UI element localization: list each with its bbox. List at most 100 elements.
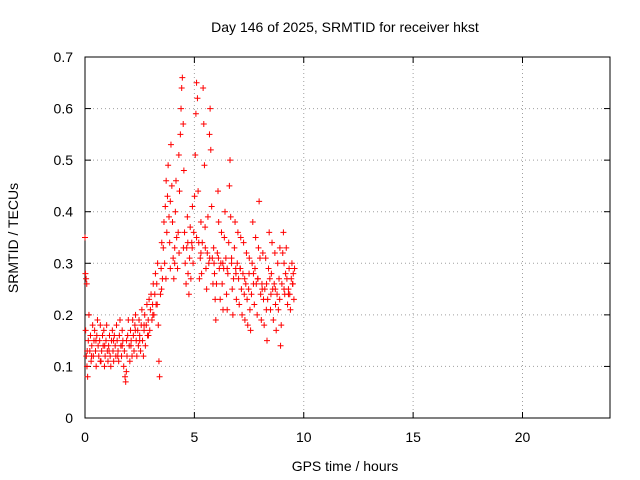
- data-point: [241, 275, 248, 282]
- data-point: [97, 358, 104, 365]
- data-point: [98, 347, 105, 354]
- data-point: [123, 337, 130, 344]
- data-point: [214, 249, 221, 256]
- data-point: [266, 229, 273, 236]
- data-point: [243, 249, 250, 256]
- data-point: [193, 234, 200, 241]
- data-point: [162, 203, 169, 210]
- grid: [85, 57, 610, 418]
- data-point: [85, 337, 92, 344]
- data-point: [255, 244, 262, 251]
- data-point: [275, 306, 282, 313]
- data-point: [197, 255, 204, 262]
- data-point: [228, 260, 235, 267]
- data-point: [234, 260, 241, 267]
- data-point: [167, 198, 174, 205]
- data-point: [232, 219, 239, 226]
- data-point: [264, 296, 271, 303]
- data-point: [227, 157, 234, 164]
- data-point: [126, 358, 133, 365]
- data-point: [240, 239, 247, 246]
- data-point: [185, 270, 192, 277]
- data-point: [288, 275, 295, 282]
- data-point: [231, 244, 238, 251]
- data-point: [132, 311, 139, 318]
- data-point: [107, 353, 114, 360]
- data-point: [254, 311, 261, 318]
- data-point: [166, 213, 172, 220]
- data-point: [131, 322, 138, 329]
- data-point: [101, 342, 108, 349]
- data-point: [206, 255, 213, 262]
- data-point: [215, 255, 222, 262]
- data-point: [270, 317, 277, 324]
- data-point: [87, 332, 94, 339]
- data-point: [212, 317, 219, 324]
- data-point: [145, 332, 152, 339]
- data-point: [215, 188, 221, 195]
- data-point: [176, 249, 183, 256]
- data-point: [154, 301, 161, 308]
- data-point: [158, 265, 165, 272]
- x-tick-label: 5: [190, 429, 198, 445]
- data-point: [226, 182, 233, 189]
- data-point: [110, 337, 117, 344]
- data-point: [148, 317, 155, 324]
- data-point: [246, 270, 253, 277]
- data-point: [205, 260, 212, 267]
- data-point: [201, 162, 208, 169]
- data-point: [256, 198, 263, 205]
- data-point: [290, 296, 297, 303]
- data-point: [97, 322, 104, 329]
- x-tick-label: 0: [81, 429, 89, 445]
- data-point: [281, 286, 288, 293]
- data-point: [106, 347, 113, 354]
- data-point: [257, 255, 263, 262]
- data-point: [127, 342, 134, 349]
- data-point: [247, 327, 254, 334]
- data-point: [281, 260, 288, 267]
- data-point: [272, 286, 279, 293]
- data-point: [187, 224, 194, 231]
- data-point: [117, 317, 123, 324]
- data-point: [235, 275, 242, 282]
- data-point: [244, 322, 251, 329]
- data-point: [93, 363, 100, 370]
- y-tick-label: 0.5: [54, 152, 74, 168]
- data-point: [116, 332, 123, 339]
- data-point: [88, 358, 95, 365]
- data-point: [167, 141, 174, 148]
- data-point: [184, 213, 191, 220]
- data-point: [202, 224, 209, 231]
- data-point: [224, 270, 231, 277]
- x-axis-label: GPS time / hours: [292, 458, 399, 474]
- data-point: [175, 229, 182, 236]
- data-point: [89, 322, 96, 329]
- data-point: [262, 255, 269, 262]
- data-point: [229, 311, 236, 318]
- data-point: [265, 265, 272, 272]
- data-point: [160, 219, 167, 226]
- data-point: [122, 373, 129, 380]
- data-point: [204, 213, 211, 220]
- data-point: [99, 332, 106, 339]
- plot-frame: [84, 56, 611, 419]
- data-point: [122, 378, 129, 385]
- data-point: [259, 286, 266, 293]
- data-point: [272, 301, 279, 308]
- data-point: [95, 353, 102, 360]
- data-point: [137, 347, 144, 354]
- data-point: [136, 317, 143, 324]
- data-point: [191, 193, 198, 200]
- data-point: [176, 188, 183, 195]
- data-point: [187, 275, 194, 282]
- data-point: [124, 332, 131, 339]
- data-point: [246, 306, 253, 313]
- data-point: [249, 219, 256, 226]
- data-point: [140, 353, 147, 360]
- data-point: [190, 260, 197, 267]
- data-point: [278, 322, 285, 329]
- data-point: [264, 337, 270, 344]
- data-point: [197, 249, 204, 256]
- data-point: [267, 291, 274, 298]
